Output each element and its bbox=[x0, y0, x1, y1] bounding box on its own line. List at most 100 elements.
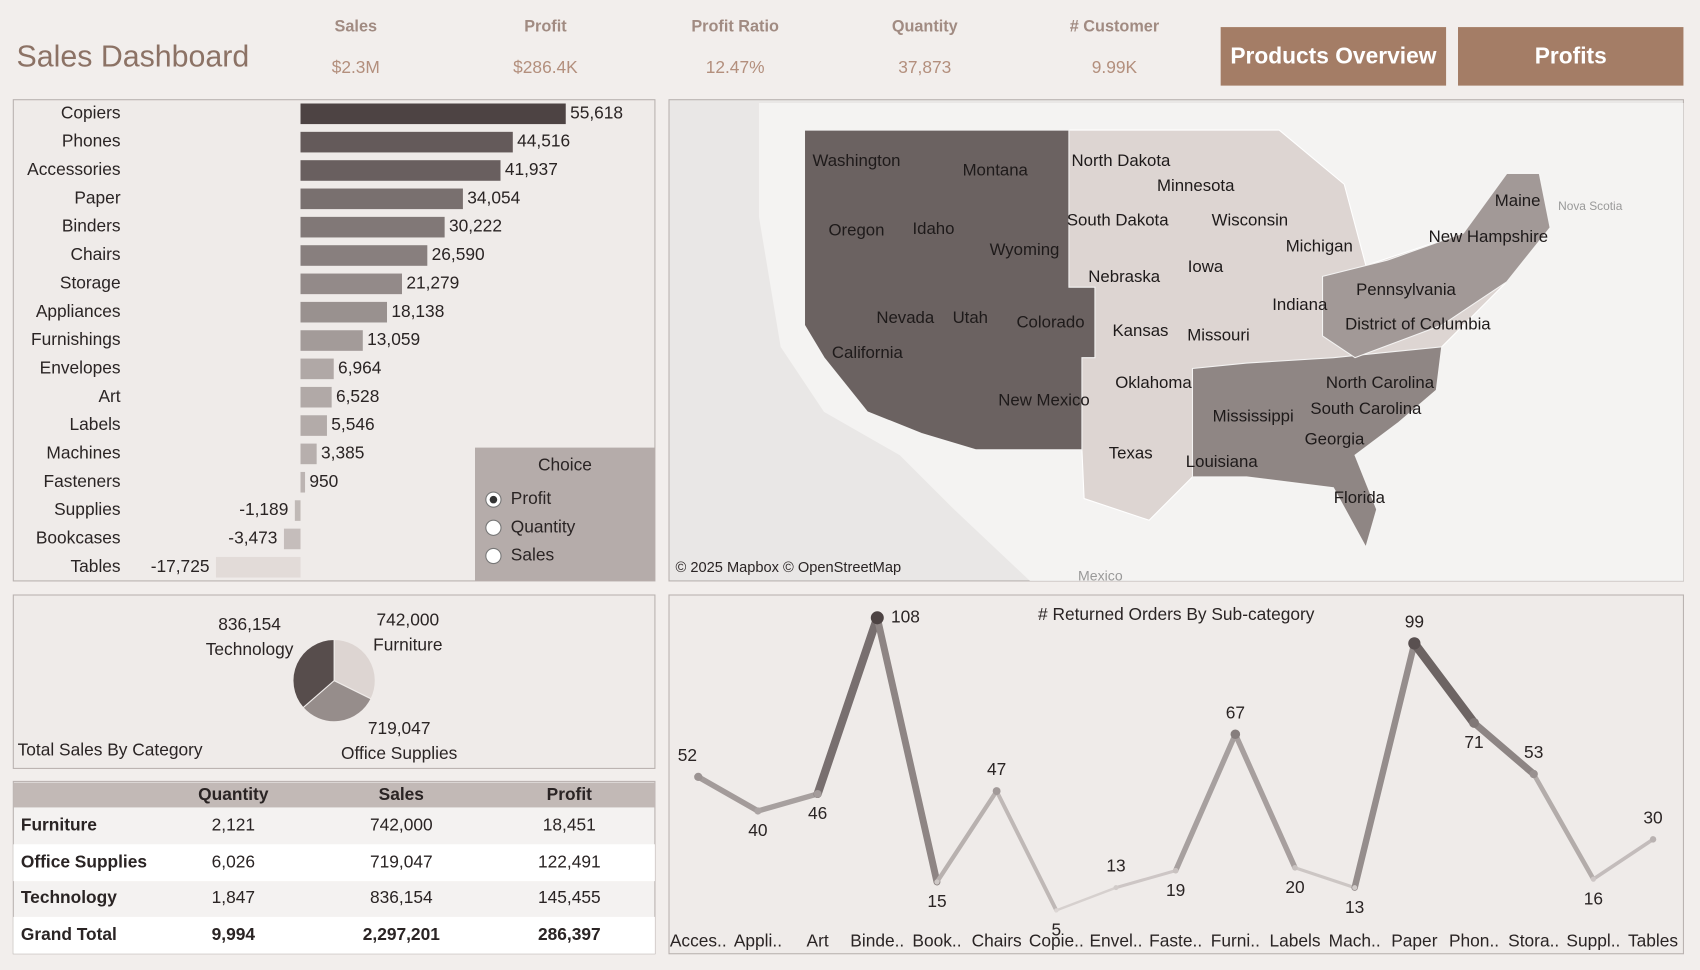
dashboard-title: Sales Dashboard bbox=[17, 41, 250, 74]
state-label: Nevada bbox=[876, 308, 935, 327]
bar-value-label: 44,516 bbox=[517, 131, 570, 151]
bar-category-label: Binders bbox=[62, 216, 121, 236]
state-label: Maine bbox=[1495, 191, 1541, 210]
nav-button[interactable]: Profits bbox=[1458, 27, 1684, 86]
bar-category-label: Bookcases bbox=[36, 527, 121, 547]
state-label: South Carolina bbox=[1310, 399, 1422, 418]
state-label: Pennsylvania bbox=[1356, 280, 1456, 299]
state-label: Louisiana bbox=[1186, 452, 1259, 471]
line-segment bbox=[813, 613, 882, 799]
radio-button[interactable] bbox=[485, 547, 502, 565]
bar-category-label: Paper bbox=[74, 187, 120, 207]
kpi-value: 12.47% bbox=[706, 57, 765, 77]
x-tick-label: Copie.. bbox=[1029, 930, 1084, 950]
state-label: Oregon bbox=[829, 220, 885, 239]
x-tick-label: Envel.. bbox=[1089, 930, 1142, 950]
line-point bbox=[934, 879, 940, 885]
state-label: Texas bbox=[1109, 444, 1153, 463]
bar bbox=[300, 131, 513, 153]
line-value-label: 40 bbox=[748, 820, 767, 840]
line-point bbox=[1649, 836, 1657, 843]
line-point bbox=[1469, 717, 1479, 728]
line-value-label: 13 bbox=[1345, 897, 1364, 917]
bar-category-label: Accessories bbox=[27, 159, 121, 179]
state-label: Indiana bbox=[1272, 295, 1328, 314]
bar-value-label: -17,725 bbox=[151, 556, 210, 576]
button-label[interactable]: Profits bbox=[1535, 42, 1607, 68]
bar-value-label: 6,528 bbox=[336, 386, 379, 406]
line-segment bbox=[1470, 719, 1538, 778]
line-value-label: 67 bbox=[1226, 702, 1245, 722]
line-point bbox=[1172, 867, 1179, 874]
pie-category-label: Office Supplies bbox=[341, 743, 458, 763]
x-tick-label: Faste.. bbox=[1149, 930, 1202, 950]
line-point bbox=[1408, 637, 1421, 650]
line-point bbox=[1230, 729, 1241, 740]
line-segment bbox=[1409, 638, 1479, 728]
line-value-label: 47 bbox=[987, 759, 1006, 779]
table-cell: 2,121 bbox=[212, 814, 255, 834]
radio-label[interactable]: Profit bbox=[511, 488, 552, 508]
line-point bbox=[694, 772, 703, 782]
button-bg[interactable] bbox=[1458, 27, 1684, 86]
state-label: Kansas bbox=[1112, 321, 1168, 340]
state-label: Georgia bbox=[1305, 429, 1365, 448]
line-segment bbox=[1055, 886, 1118, 912]
bar-category-label: Machines bbox=[46, 442, 120, 462]
choice-bg bbox=[475, 447, 655, 581]
line-segment bbox=[994, 789, 1059, 913]
line-segment bbox=[1293, 866, 1357, 890]
button-bg[interactable] bbox=[1220, 27, 1447, 86]
bar bbox=[300, 188, 463, 210]
state-label: Missouri bbox=[1187, 325, 1249, 344]
bar-category-label: Phones bbox=[62, 131, 121, 151]
state-label: Minnesota bbox=[1157, 176, 1235, 195]
region-northeast bbox=[1321, 172, 1551, 359]
line-point bbox=[1292, 864, 1298, 871]
line-value-label: 15 bbox=[927, 891, 946, 911]
radio-dot[interactable] bbox=[489, 495, 498, 504]
radio-label[interactable]: Quantity bbox=[511, 516, 576, 536]
table-cell: 2,297,201 bbox=[363, 924, 440, 944]
kpi-label: Sales bbox=[335, 17, 377, 35]
state-label: Washington bbox=[813, 151, 901, 170]
line-value-label: 46 bbox=[808, 803, 827, 823]
bar bbox=[300, 301, 388, 323]
button-label[interactable]: Products Overview bbox=[1230, 42, 1436, 68]
table: Quantity Sales Profit bbox=[13, 782, 655, 954]
nav-button[interactable]: Products Overview bbox=[1220, 27, 1447, 86]
line-value-label: 53 bbox=[1524, 742, 1543, 762]
radio-button[interactable] bbox=[485, 519, 502, 536]
region-southeast bbox=[1191, 346, 1443, 549]
line-panel bbox=[668, 594, 1684, 955]
line-value-label: 30 bbox=[1643, 807, 1662, 827]
radio-label[interactable]: Sales bbox=[511, 545, 555, 565]
table-cell: 145,455 bbox=[538, 887, 601, 907]
table-row-label: Furniture bbox=[21, 814, 97, 834]
state-label: Wyoming bbox=[990, 240, 1060, 259]
table-cell: 719,047 bbox=[370, 851, 433, 871]
table-cell: 836,154 bbox=[370, 887, 433, 907]
place-label: Nova Scotia bbox=[1558, 199, 1623, 213]
bar-category-label: Chairs bbox=[71, 244, 121, 264]
line-segment bbox=[1591, 837, 1655, 881]
line-value-label: 108 bbox=[891, 606, 920, 626]
state-label: Nebraska bbox=[1088, 267, 1160, 286]
map: © 2025 Mapbox © OpenStreetMap Nova Scoti… bbox=[676, 102, 1684, 583]
region-west bbox=[803, 129, 1096, 451]
table-row-label: Office Supplies bbox=[21, 851, 147, 871]
line-point bbox=[1590, 876, 1597, 882]
table-cell: 18,451 bbox=[543, 814, 596, 834]
line-segment bbox=[873, 614, 941, 886]
line-value-label: 5 bbox=[1051, 920, 1061, 940]
state-label: California bbox=[832, 343, 904, 362]
table-cell: 6,026 bbox=[212, 851, 255, 871]
bar-value-label: 6,964 bbox=[338, 357, 382, 377]
bar bbox=[300, 358, 334, 380]
bar-value-label: -1,189 bbox=[239, 499, 288, 519]
line-value-label: 16 bbox=[1584, 888, 1603, 908]
bar bbox=[300, 386, 332, 408]
bar-value-label: 34,054 bbox=[467, 187, 520, 207]
